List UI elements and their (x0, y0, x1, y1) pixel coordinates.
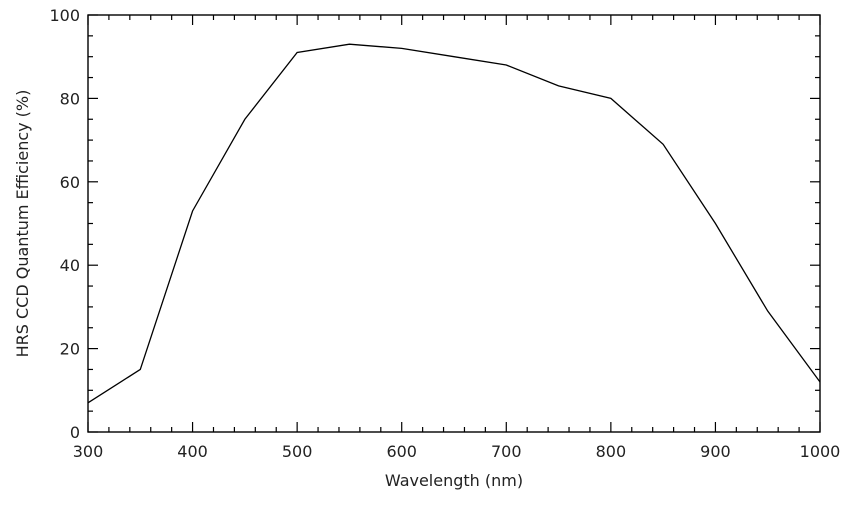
x-tick-label: 700 (491, 442, 522, 461)
x-tick-label: 500 (282, 442, 313, 461)
x-tick-label: 300 (73, 442, 104, 461)
y-tick-label: 0 (70, 423, 80, 442)
plot-frame (87, 14, 821, 433)
x-tick-label: 600 (386, 442, 417, 461)
x-tick-label: 1000 (800, 442, 841, 461)
y-tick-label: 20 (60, 340, 80, 359)
series-line-quantum-efficiency (87, 43, 821, 404)
y-tick-labels: 0 20 40 60 80 100 (49, 6, 80, 442)
y-tick-label: 100 (49, 6, 80, 25)
y-tick-label: 80 (60, 89, 80, 108)
x-axis-label: Wavelength (nm) (385, 471, 523, 490)
x-tick-label: 800 (596, 442, 627, 461)
x-tick-labels: 300 400 500 600 700 800 900 1000 (73, 442, 841, 461)
y-axis-label: HRS CCD Quantum Efficiency (%) (13, 90, 32, 358)
y-tick-label: 40 (60, 256, 80, 275)
y-tick-label: 60 (60, 173, 80, 192)
x-tick-label: 400 (177, 442, 208, 461)
x-tick-label: 900 (700, 442, 731, 461)
axis-ticks (87, 14, 821, 433)
